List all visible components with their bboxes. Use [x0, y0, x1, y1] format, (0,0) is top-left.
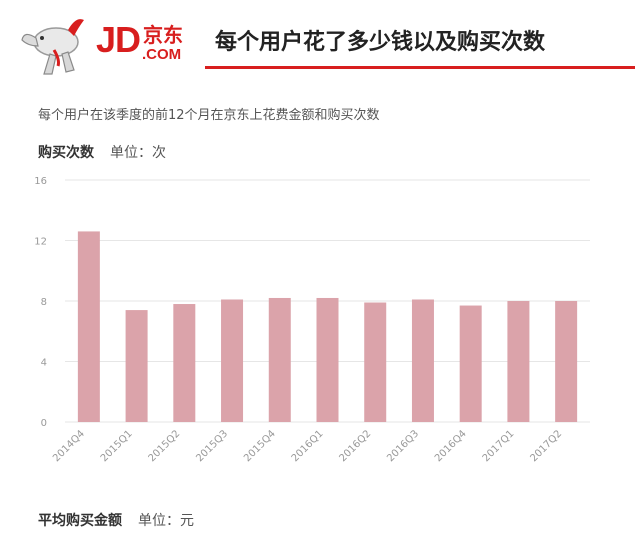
bar: [411, 299, 434, 422]
purchase-count-label: 购买次数: [38, 145, 94, 161]
x-tick-label: 2014Q4: [51, 428, 87, 464]
bar: [364, 302, 387, 422]
x-tick-label: 2016Q2: [338, 428, 374, 464]
chart-subtitle: 每个用户在该季度的前12个月在京东上花费金额和购买次数: [38, 108, 380, 123]
title-underline: [205, 66, 635, 69]
jd-dog-mascot-icon: [21, 19, 84, 75]
bar: [125, 310, 148, 422]
purchase-count-unit: 单位：次: [110, 145, 166, 161]
logo-cn-text: 京东: [143, 23, 183, 47]
bar: [555, 301, 578, 422]
y-tick-label: 12: [34, 237, 47, 248]
bar: [459, 305, 482, 422]
page-title: 每个用户花了多少钱以及购买次数: [215, 30, 546, 55]
avg-spend-unit: 单位：元: [138, 513, 194, 529]
x-tick-label: 2016Q3: [385, 428, 421, 464]
bar: [507, 301, 530, 422]
jd-logo: JD 京东 .COM: [18, 10, 188, 80]
y-tick-label: 16: [34, 176, 47, 187]
avg-spend-label: 平均购买金额: [38, 513, 122, 529]
x-tick-label: 2017Q2: [528, 428, 564, 464]
y-tick-label: 0: [41, 418, 47, 429]
x-tick-label: 2015Q1: [99, 428, 135, 464]
purchase-count-chart-svg: 0 4 8 12 16 2014Q4 2015Q1 2015Q2 2015Q3 2015Q4 201…: [34, 176, 590, 464]
bar: [316, 297, 339, 422]
x-tick-label: 2015Q2: [147, 428, 183, 464]
bar: [173, 304, 196, 422]
x-tick-label: 2016Q1: [290, 428, 326, 464]
bar: [221, 299, 244, 422]
x-tick-label: 2016Q4: [433, 428, 469, 464]
bar: [77, 231, 100, 422]
x-tick-label: 2015Q4: [242, 428, 278, 464]
purchase-count-chart: 0 4 8 12 16 2014Q4 2015Q1 2015Q2 2015Q3 2015Q4 201…: [0, 165, 635, 475]
avg-spend-section-label: 平均购买金额 单位：元: [38, 510, 194, 530]
x-tick-label: 2015Q3: [194, 428, 230, 464]
x-tick-label: 2017Q1: [481, 428, 517, 464]
logo-jd-text: JD: [96, 19, 141, 60]
header: JD 京东 .COM 每个用户花了多少钱以及购买次数: [0, 0, 635, 90]
y-tick-label: 8: [41, 297, 47, 308]
y-tick-label: 4: [41, 358, 47, 369]
purchase-count-section-label: 购买次数 单位：次: [38, 142, 166, 162]
bar: [268, 297, 291, 422]
logo-com-text: .COM: [142, 46, 182, 63]
